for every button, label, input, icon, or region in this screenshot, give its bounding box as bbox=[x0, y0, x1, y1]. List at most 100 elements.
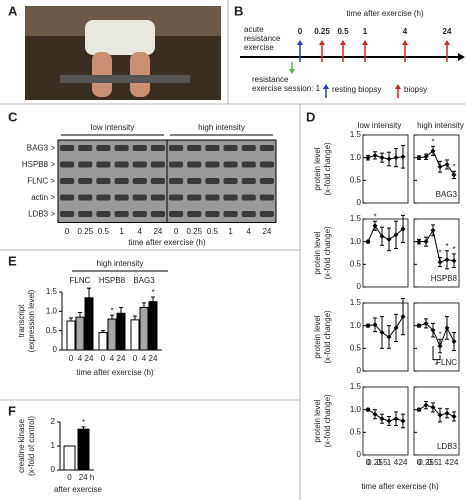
significance: * bbox=[452, 245, 455, 254]
significance: * bbox=[438, 330, 441, 339]
column-title: high intensity bbox=[417, 121, 464, 130]
point bbox=[437, 412, 443, 418]
y-axis-title: (x-fold change) bbox=[323, 226, 332, 280]
y-axis-title: (expression level) bbox=[27, 289, 36, 352]
row-label: HSPB8 > bbox=[22, 160, 55, 169]
lane-label: 0.25 bbox=[77, 227, 93, 236]
blot-band bbox=[150, 194, 165, 201]
row-label: actin > bbox=[31, 193, 55, 202]
blot-band bbox=[60, 211, 75, 217]
y-tick-label: 1.5 bbox=[46, 287, 58, 296]
group-label: HSPB8 bbox=[99, 276, 126, 285]
significance: * bbox=[445, 242, 448, 251]
y-axis-title: protein level bbox=[313, 147, 322, 190]
point bbox=[400, 226, 406, 232]
significance: * bbox=[110, 306, 113, 315]
y-axis-title: protein level bbox=[313, 231, 322, 274]
y-axis-title: creatine kinase bbox=[17, 419, 26, 473]
lane-label: 1 bbox=[228, 227, 233, 236]
blot-band bbox=[78, 161, 93, 168]
label: exercise bbox=[244, 43, 274, 52]
blot-band bbox=[187, 161, 202, 168]
arrow-head bbox=[319, 40, 325, 45]
point bbox=[423, 239, 429, 245]
axis-title: after exercise bbox=[54, 485, 103, 494]
point bbox=[365, 323, 371, 329]
bar bbox=[148, 301, 158, 351]
point bbox=[400, 154, 406, 160]
y-axis-title: (x-fold of control) bbox=[27, 416, 36, 476]
plot-name: HSPB8 bbox=[431, 274, 458, 283]
legend-label: resting biopsy bbox=[332, 85, 381, 94]
lane-label: 0 bbox=[65, 227, 70, 236]
y-axis-title: protein level bbox=[313, 315, 322, 358]
arrow-head bbox=[402, 40, 408, 45]
point bbox=[393, 325, 399, 331]
y-tick-label: 0.5 bbox=[350, 175, 362, 184]
row-label: FLNC > bbox=[27, 176, 55, 185]
blot-band bbox=[78, 145, 93, 151]
bar bbox=[66, 320, 76, 351]
x-tick-label: 0 bbox=[417, 458, 422, 467]
blot-band bbox=[78, 194, 93, 201]
y-tick-label: 0.5 bbox=[350, 343, 362, 352]
group-label: FLNC bbox=[70, 276, 91, 285]
point bbox=[416, 155, 422, 161]
point bbox=[365, 239, 371, 245]
arrow-head bbox=[395, 84, 401, 89]
x-tick-label: 4 bbox=[110, 354, 115, 363]
x-tick-label: 4 bbox=[394, 458, 399, 467]
panel-label: F bbox=[8, 403, 16, 418]
x-tick-label: 0 bbox=[366, 458, 371, 467]
blot-band bbox=[187, 145, 202, 151]
point bbox=[379, 155, 385, 161]
y-tick-label: 0.5 bbox=[350, 427, 362, 436]
lane-label: 24 bbox=[262, 227, 271, 236]
lane-label: 24 bbox=[153, 227, 162, 236]
bar bbox=[139, 306, 149, 351]
blot-band bbox=[150, 178, 165, 184]
point bbox=[437, 343, 443, 349]
plot-frame bbox=[413, 302, 460, 372]
timepoint: 4 bbox=[403, 27, 408, 36]
plot-frame bbox=[362, 302, 409, 372]
point bbox=[444, 257, 450, 263]
x-tick-label: 24 h bbox=[79, 473, 95, 482]
timepoint: 1 bbox=[363, 27, 368, 36]
point bbox=[386, 236, 392, 242]
x-tick-label: 24 bbox=[399, 458, 408, 467]
point bbox=[423, 402, 429, 408]
x-tick-label: 0.25 bbox=[418, 458, 434, 467]
blot-band bbox=[223, 178, 238, 184]
blot-band bbox=[241, 145, 256, 151]
label: acute bbox=[244, 25, 264, 34]
x-tick-label: 0 bbox=[67, 473, 72, 482]
blot-band bbox=[132, 211, 147, 217]
blot-band bbox=[60, 161, 75, 168]
point bbox=[386, 418, 392, 424]
x-tick-label: 0 bbox=[69, 354, 74, 363]
point bbox=[430, 404, 436, 410]
y-tick-label: 1.5 bbox=[350, 298, 362, 307]
y-axis-title: (x-fold change) bbox=[323, 142, 332, 196]
point bbox=[393, 155, 399, 161]
blot-band bbox=[187, 211, 202, 217]
blot-band bbox=[241, 211, 256, 217]
point bbox=[372, 322, 378, 328]
column-title: low intensity bbox=[358, 121, 402, 130]
y-tick-label: 1.0 bbox=[350, 153, 362, 162]
point bbox=[423, 154, 429, 160]
photo bbox=[25, 6, 221, 100]
y-tick-label: 0 bbox=[53, 345, 58, 354]
x-tick-label: 24 bbox=[117, 354, 126, 363]
lane-label: 0.5 bbox=[98, 227, 110, 236]
blot-band bbox=[96, 211, 111, 217]
bar bbox=[116, 312, 126, 351]
lane-label: 1 bbox=[119, 227, 124, 236]
y-axis-title: (x-fold change) bbox=[323, 310, 332, 364]
plot-frame bbox=[413, 218, 460, 288]
blot-band bbox=[169, 194, 184, 201]
x-tick-label: 0 bbox=[101, 354, 106, 363]
point bbox=[416, 239, 422, 245]
